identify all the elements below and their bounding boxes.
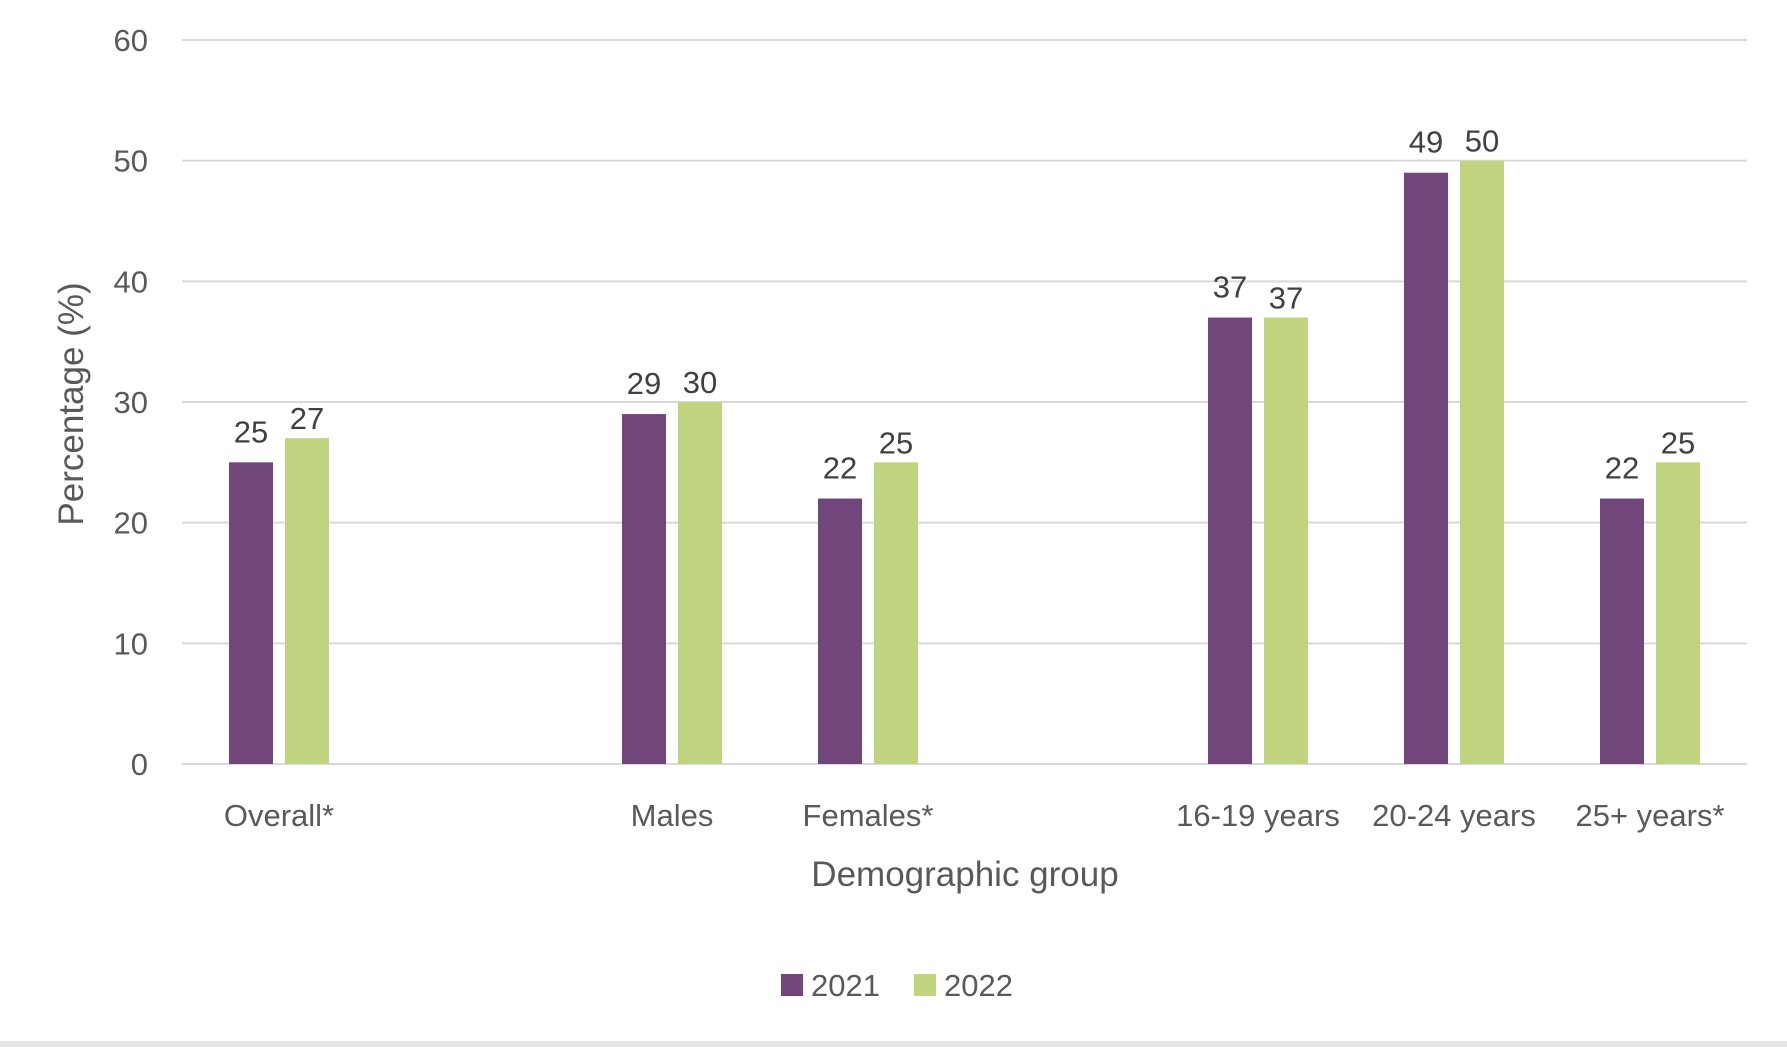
bar-2022-1 xyxy=(678,402,722,764)
bar-2021-3 xyxy=(1208,317,1252,764)
data-label-2022-4: 50 xyxy=(1465,124,1499,159)
bar-2021-4 xyxy=(1404,172,1448,764)
data-label-2022-1: 30 xyxy=(683,365,717,400)
data-label-2022-3: 37 xyxy=(1269,281,1303,316)
x-axis-title: Demographic group xyxy=(811,855,1118,894)
bar-2021-1 xyxy=(622,414,666,764)
legend-swatch-2021 xyxy=(781,974,803,996)
y-tick-label: 60 xyxy=(114,23,148,58)
bars xyxy=(229,160,1700,764)
data-label-2022-2: 25 xyxy=(879,425,913,460)
data-label-2022-5: 25 xyxy=(1661,425,1695,460)
gridlines xyxy=(182,39,1747,765)
x-category-label: 16-19 years xyxy=(1176,798,1340,833)
x-category-label: Overall* xyxy=(224,798,334,833)
data-label-2021-1: 29 xyxy=(627,366,661,401)
x-category-label: Females* xyxy=(803,798,934,833)
y-axis-ticks: 0 10 20 30 40 50 60 xyxy=(114,23,148,782)
bar-2021-0 xyxy=(229,462,273,764)
bottom-divider xyxy=(0,1041,1787,1047)
y-axis-title: Percentage (%) xyxy=(52,282,91,525)
data-label-2022-0: 27 xyxy=(290,401,324,436)
legend-swatch-2022 xyxy=(914,974,936,996)
x-category-label: 25+ years* xyxy=(1575,798,1724,833)
bar-2022-0 xyxy=(285,438,329,764)
x-category-label: Males xyxy=(631,798,714,833)
y-tick-label: 50 xyxy=(114,144,148,179)
x-axis-categories: Overall* Males Females* 16-19 years 20-24 ye… xyxy=(224,798,1725,833)
bar-2022-2 xyxy=(874,462,918,764)
bar-2021-2 xyxy=(818,498,862,764)
y-tick-label: 30 xyxy=(114,385,148,420)
bar-2022-3 xyxy=(1264,317,1308,764)
legend-label-2022: 2022 xyxy=(944,968,1013,1003)
legend: 2021 2022 xyxy=(781,968,1013,1003)
y-tick-label: 10 xyxy=(114,626,148,661)
data-label-2021-5: 22 xyxy=(1605,451,1639,486)
bar-2022-4 xyxy=(1460,160,1504,764)
data-label-2021-2: 22 xyxy=(823,451,857,486)
data-label-2021-3: 37 xyxy=(1213,270,1247,305)
data-labels: 25 27 29 30 22 25 37 37 49 50 22 25 xyxy=(234,124,1695,486)
x-category-label: 20-24 years xyxy=(1372,798,1536,833)
y-tick-label: 0 xyxy=(131,747,148,782)
y-tick-label: 20 xyxy=(114,506,148,541)
legend-label-2021: 2021 xyxy=(811,968,880,1003)
bar-2021-5 xyxy=(1600,498,1644,764)
data-label-2021-0: 25 xyxy=(234,414,268,449)
bar-2022-5 xyxy=(1656,462,1700,764)
y-tick-label: 40 xyxy=(114,264,148,299)
data-label-2021-4: 49 xyxy=(1409,125,1443,160)
